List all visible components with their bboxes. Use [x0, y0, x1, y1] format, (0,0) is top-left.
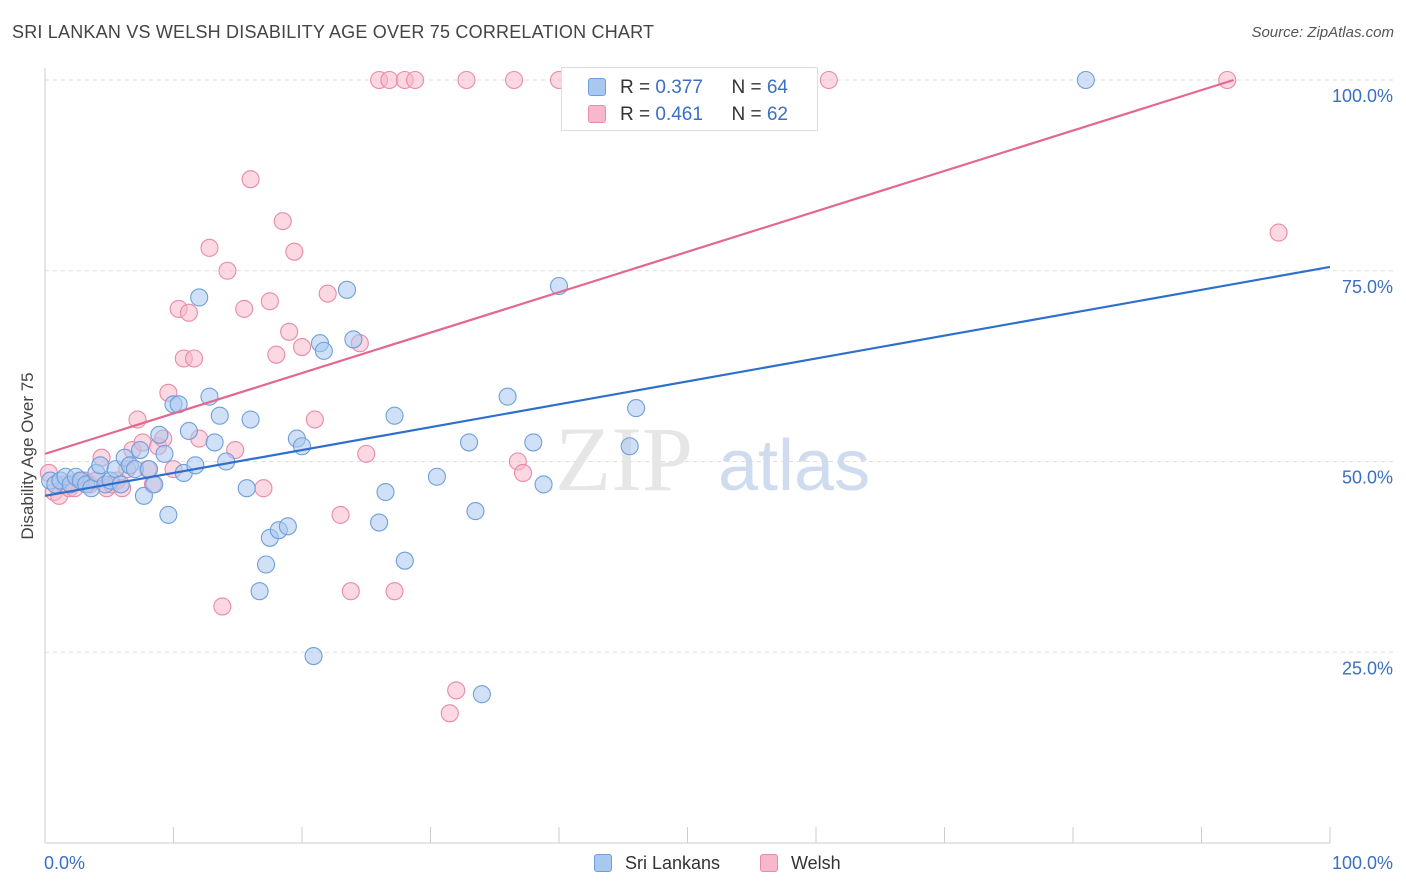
- welsh-point: [254, 479, 273, 498]
- welsh-legend-swatch: [760, 854, 778, 872]
- sri-lankans-point: [186, 456, 205, 475]
- sri-lankans-point: [427, 467, 446, 486]
- sri-lankans-point: [150, 425, 169, 444]
- sri-lankans-point: [179, 421, 198, 441]
- welsh-point: [280, 322, 299, 341]
- sri-lankans-point: [376, 482, 395, 502]
- legend-r-label: R =: [620, 104, 656, 125]
- y-tick-label: 50.0%: [1342, 468, 1393, 488]
- sri-lankans-point: [620, 437, 639, 456]
- sri-lankans-point: [627, 399, 646, 418]
- sri-lankans-point: [314, 341, 333, 360]
- welsh-point: [213, 597, 232, 616]
- sri-lankans-point: [91, 456, 110, 475]
- welsh-point: [235, 299, 254, 318]
- legend-n-label: N =: [731, 104, 767, 125]
- welsh-swatch: [588, 105, 606, 123]
- welsh-point: [1269, 223, 1288, 242]
- sri-lankans-point: [534, 475, 553, 494]
- sri-lankans-legend-swatch: [594, 854, 612, 872]
- sri-lankans-point: [241, 410, 260, 429]
- axis-layer: [44, 68, 1331, 844]
- legend-n-label: N =: [731, 77, 767, 98]
- welsh-point: [513, 463, 533, 482]
- welsh-point: [331, 505, 350, 524]
- welsh-point: [241, 170, 260, 189]
- welsh-point: [819, 70, 838, 90]
- y-tick-label: 25.0%: [1342, 658, 1393, 678]
- welsh-point: [406, 70, 425, 90]
- tick-label-layer: 25.0% 50.0% 75.0% 100.0% 0.0% 100.0%: [44, 86, 1393, 873]
- sri-lankans-point: [131, 441, 150, 460]
- sri-lankans-point: [190, 288, 209, 307]
- welsh-point: [200, 238, 219, 257]
- welsh-point: [457, 70, 476, 90]
- sri-lankans-point: [304, 647, 323, 666]
- welsh-point: [385, 582, 404, 601]
- sri-lankans-point: [344, 330, 363, 349]
- sri-lankans-point: [459, 433, 479, 452]
- y-tick-label: 100.0%: [1332, 86, 1393, 106]
- welsh-point: [341, 582, 360, 601]
- sri-lankans-point: [395, 551, 414, 570]
- welsh-point: [504, 70, 524, 90]
- welsh-point: [357, 444, 376, 463]
- legend-r-value: 0.377: [655, 77, 703, 98]
- chart-title: SRI LANKAN VS WELSH DISABILITY AGE OVER …: [12, 22, 655, 42]
- sri-lankans-point: [278, 517, 297, 536]
- sri-lankans-point: [1076, 70, 1095, 90]
- sri-lankans-point: [205, 433, 224, 452]
- welsh-point: [185, 349, 204, 368]
- sri-lankans-point: [524, 433, 543, 452]
- welsh-point: [179, 303, 198, 322]
- sri-lankans-legend-label: Sri Lankans: [625, 853, 721, 873]
- sri-lankans-point: [210, 406, 229, 425]
- legend-r-label: R =: [620, 77, 656, 98]
- legend-n-value: 62: [766, 104, 788, 125]
- sri-lankans-point: [140, 460, 159, 479]
- welsh-point: [260, 292, 279, 311]
- source-label: Source: ZipAtlas.com: [1251, 24, 1394, 41]
- watermark: ZIP atlas: [555, 408, 870, 510]
- sri-lankans-point: [134, 486, 153, 505]
- x-tick-label: 100.0%: [1332, 853, 1393, 873]
- welsh-point: [267, 345, 286, 364]
- welsh-point: [218, 261, 237, 280]
- sri-lankans-point: [250, 582, 269, 601]
- sri-lankans-point: [159, 505, 178, 524]
- sri-lankans-point: [256, 555, 276, 574]
- welsh-point: [440, 704, 459, 723]
- legend-n-value: 64: [766, 77, 788, 98]
- legend-r-value: 0.461: [655, 104, 703, 125]
- welsh-point: [380, 70, 399, 90]
- trend-layer: [44, 78, 1331, 497]
- x-tick-label: 0.0%: [44, 853, 85, 873]
- welsh-point: [273, 212, 292, 231]
- sri-lankans-swatch: [588, 78, 606, 96]
- welsh-trend-line: [44, 78, 1234, 455]
- sri-lankans-point: [466, 502, 485, 521]
- watermark-zip: ZIP: [555, 408, 693, 510]
- sri-lankans-point: [155, 444, 174, 463]
- welsh-point: [318, 284, 337, 303]
- grid-layer: [45, 79, 1395, 653]
- watermark-atlas: atlas: [718, 426, 870, 506]
- y-tick-label: 75.0%: [1342, 277, 1393, 297]
- sri-lankans-point: [385, 406, 404, 425]
- sri-lankans-point: [337, 280, 357, 299]
- welsh-point: [285, 242, 304, 261]
- sri-lankans-point: [472, 685, 491, 704]
- welsh-point: [305, 410, 324, 429]
- welsh-point: [447, 681, 466, 700]
- sri-lankans-point: [370, 513, 389, 532]
- points-layer: [39, 70, 1288, 723]
- welsh-legend-label: Welsh: [791, 853, 841, 873]
- sri-lankans-trend-line: [44, 265, 1331, 497]
- sri-lankans-point: [237, 479, 256, 498]
- correlation-legend: R = 0.377 N = 64 R = 0.461 N = 62: [561, 67, 818, 131]
- welsh-point: [292, 337, 312, 357]
- sri-lankans-point: [498, 387, 517, 406]
